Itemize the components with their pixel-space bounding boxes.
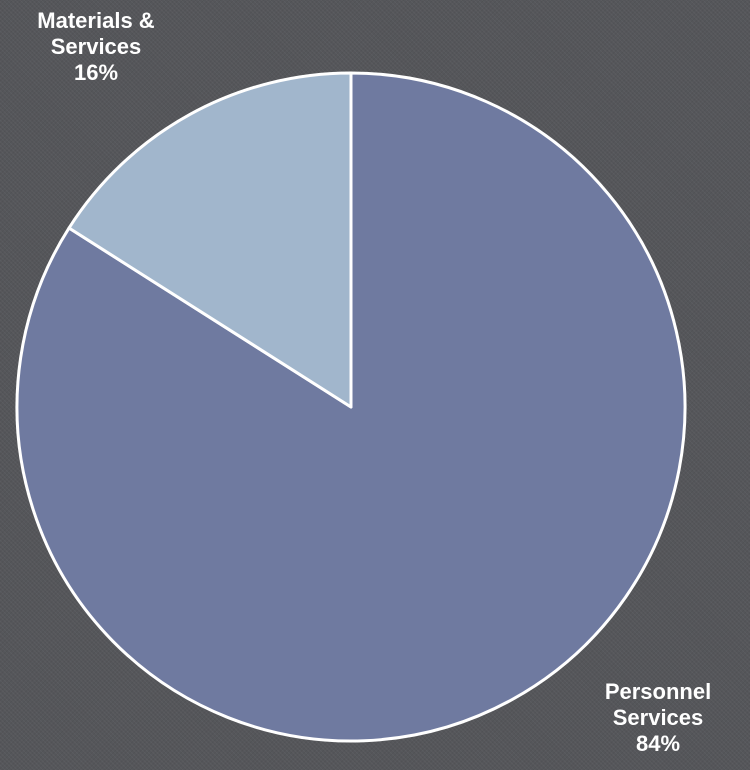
- pie-slice-materials-services: [67, 71, 353, 409]
- slice-percent-label: 84%: [635, 731, 681, 756]
- slice-percent-label: 16%: [73, 60, 119, 85]
- pie-slices: [15, 71, 687, 743]
- slice-label-personnel-services: Personnel Services 84%: [570, 679, 746, 757]
- slice-label-line: Services: [50, 34, 142, 59]
- slice-label-line: Materials &: [37, 8, 155, 33]
- slice-label-line: Services: [612, 705, 704, 730]
- slice-label-line: Personnel: [604, 679, 712, 704]
- slice-label-materials-services: Materials & Services 16%: [6, 8, 186, 86]
